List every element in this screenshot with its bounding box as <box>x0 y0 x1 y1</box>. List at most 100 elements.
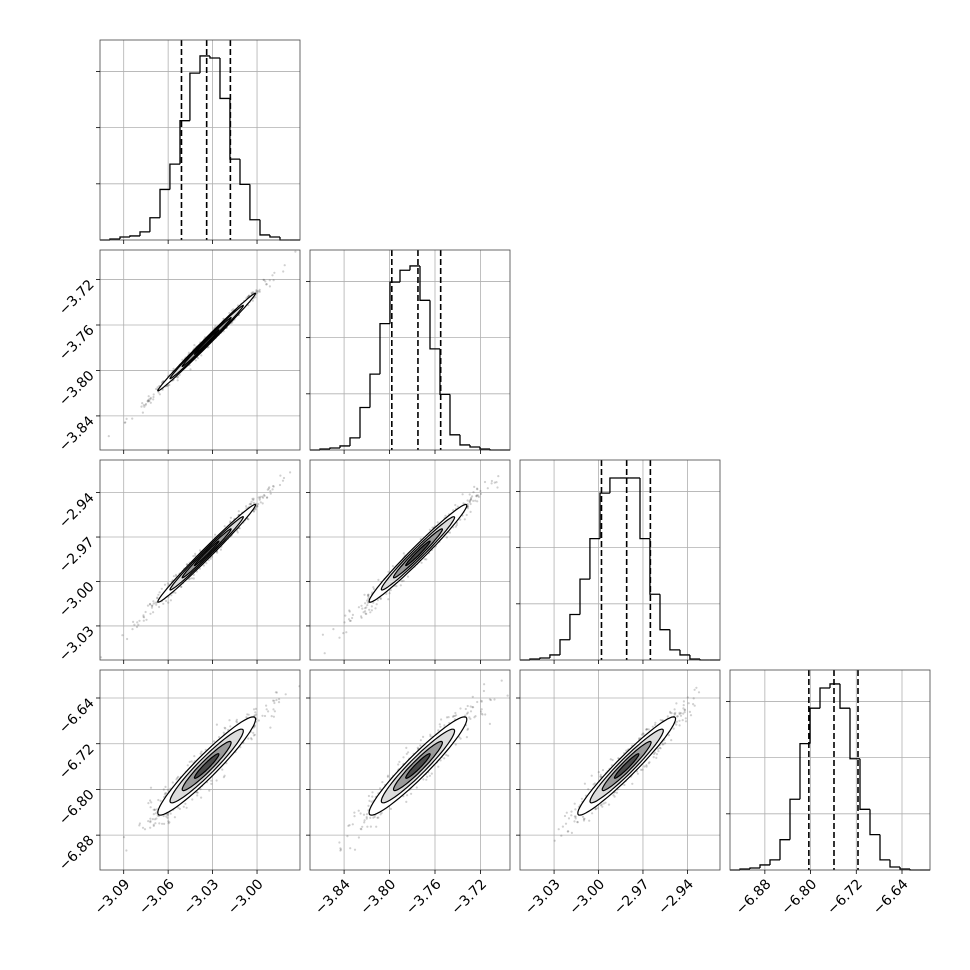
sample-point <box>223 726 226 729</box>
sample-point <box>202 564 205 567</box>
sample-point <box>402 579 405 582</box>
sample-point <box>676 715 679 718</box>
sample-point <box>456 505 459 508</box>
sample-point <box>466 728 469 731</box>
sample-point <box>349 619 352 622</box>
sample-point <box>155 817 158 820</box>
sample-point <box>445 716 449 719</box>
panel-frame <box>519 669 721 871</box>
sample-point <box>289 471 292 474</box>
histogram-bin <box>559 639 570 655</box>
sample-point <box>150 604 154 608</box>
sample-point <box>648 761 651 764</box>
sample-point <box>431 526 434 529</box>
sample-point <box>342 632 345 635</box>
sample-point <box>615 791 619 794</box>
sample-point <box>321 633 324 636</box>
sample-point <box>141 402 144 405</box>
sample-point <box>166 788 170 791</box>
sample-point <box>223 525 226 528</box>
sample-point <box>148 399 151 403</box>
sample-point <box>366 599 369 602</box>
sample-point <box>212 740 216 743</box>
sample-point <box>294 250 297 253</box>
sample-point <box>407 751 410 754</box>
sample-point <box>107 435 110 438</box>
sample-point <box>678 724 681 727</box>
sample-point <box>196 791 199 794</box>
sample-point <box>164 792 167 795</box>
sample-point <box>365 816 368 819</box>
sample-point <box>188 577 192 580</box>
histogram-bin <box>589 538 600 580</box>
x-tick-label: −3.03 <box>522 876 564 918</box>
sample-point <box>372 601 375 604</box>
sample-point <box>364 612 367 615</box>
histogram-bin <box>659 594 670 631</box>
sample-point <box>155 387 158 391</box>
sample-point <box>422 778 425 781</box>
panel <box>96 39 301 244</box>
sample-point <box>149 612 152 615</box>
histogram-bin <box>349 437 360 446</box>
sample-point <box>177 775 180 778</box>
sample-point <box>475 495 478 498</box>
sample-point <box>171 781 174 784</box>
sample-point <box>563 814 567 818</box>
histogram-bin <box>849 708 860 760</box>
histogram-bin <box>479 446 490 450</box>
sample-point <box>476 488 479 491</box>
sample-point <box>472 499 475 502</box>
sample-point <box>123 421 126 424</box>
sample-point <box>193 755 196 758</box>
sample-point <box>379 597 382 600</box>
sample-point <box>371 795 374 798</box>
panel-frame <box>729 669 931 871</box>
sample-point <box>489 698 492 702</box>
sample-point <box>372 587 376 591</box>
histogram-bin <box>439 348 450 396</box>
x-tick-label: −3.09 <box>92 876 134 918</box>
sample-point <box>480 708 483 711</box>
y-tick-label: −3.00 <box>56 579 98 621</box>
sample-point <box>250 737 253 740</box>
sample-point <box>493 698 496 701</box>
sample-point <box>142 614 145 617</box>
sample-point <box>277 701 281 704</box>
sample-point <box>149 799 152 802</box>
sample-point <box>370 605 373 608</box>
sample-point <box>657 750 660 753</box>
sample-point <box>480 699 483 702</box>
sample-point <box>278 483 282 487</box>
sample-point <box>125 849 128 852</box>
sample-point <box>255 504 258 507</box>
sample-point <box>265 283 268 286</box>
sample-point <box>200 750 203 753</box>
sample-point <box>152 824 155 828</box>
sample-point <box>151 818 154 821</box>
sample-point <box>642 732 645 735</box>
sample-point <box>148 602 152 606</box>
sample-point <box>152 393 155 396</box>
sample-point <box>496 486 499 489</box>
sample-point <box>149 820 152 823</box>
sample-point <box>268 285 271 288</box>
histogram-bin <box>399 269 410 283</box>
sample-point <box>273 710 276 713</box>
sample-point <box>469 705 472 708</box>
x-tick-label: −3.00 <box>225 876 267 918</box>
sample-point <box>366 594 370 597</box>
sample-point <box>682 700 686 703</box>
sample-point <box>445 536 448 539</box>
sample-point <box>683 709 686 712</box>
sample-point <box>659 747 662 750</box>
sample-point <box>248 503 251 506</box>
sample-point <box>641 768 644 771</box>
sample-point <box>177 806 180 809</box>
sample-point <box>235 718 238 721</box>
sample-point <box>389 807 392 811</box>
sample-point <box>467 505 470 508</box>
sample-point <box>437 729 440 732</box>
sample-point <box>245 505 248 508</box>
sample-point <box>387 570 390 574</box>
